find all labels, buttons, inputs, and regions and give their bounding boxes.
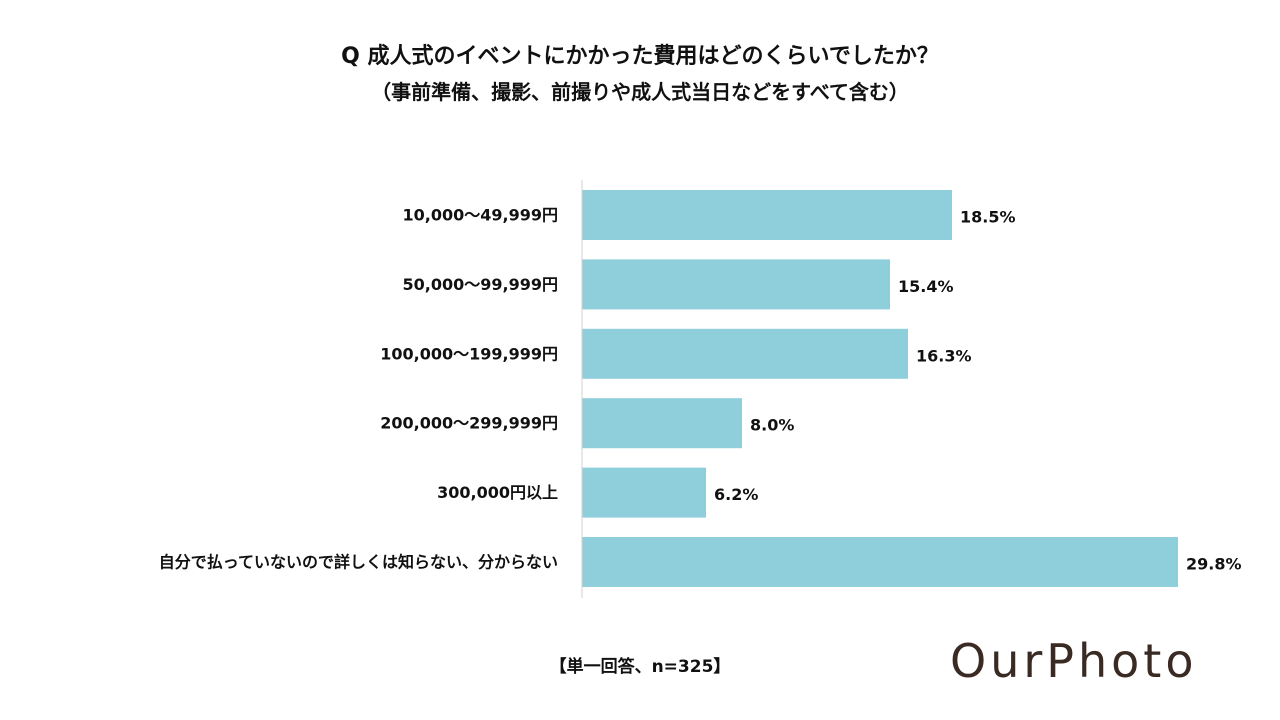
value-label-3: 8.0%	[750, 416, 794, 435]
sample-note: 【単一回答、n=325】	[549, 657, 731, 677]
category-label-2: 100,000〜199,999円	[380, 344, 558, 363]
category-label-4: 300,000円以上	[437, 483, 558, 502]
value-label-1: 15.4%	[898, 277, 954, 296]
chart-title: Q 成人式のイベントにかかった費用はどのくらいでしたか？	[341, 44, 939, 69]
bar-2	[582, 328, 908, 379]
bar-3	[582, 398, 742, 449]
value-label-5: 29.8%	[1186, 555, 1242, 574]
category-label-0: 10,000〜49,999円	[403, 206, 559, 225]
value-label-4: 6.2%	[714, 485, 758, 504]
category-label-5: 自分で払っていないので詳しくは知らない、分からない	[159, 553, 558, 572]
value-label-2: 16.3%	[916, 346, 972, 365]
chart-subtitle: （事前準備、撮影、前撮りや成人式当日などをすべて含む）	[371, 80, 909, 104]
bar-4	[582, 467, 706, 518]
bar-5	[582, 537, 1178, 587]
value-label-0: 18.5%	[960, 208, 1016, 227]
bar-0	[582, 190, 952, 240]
category-label-1: 50,000〜99,999円	[403, 275, 559, 294]
bars-layer: 10,000〜49,999円 18.5% 50,000〜99,999円 15.4% 10…	[159, 190, 1242, 587]
bar-1	[582, 259, 890, 310]
category-label-3: 200,000〜299,999円	[380, 414, 558, 433]
ourphoto-logo: OurPhoto	[950, 634, 1198, 688]
